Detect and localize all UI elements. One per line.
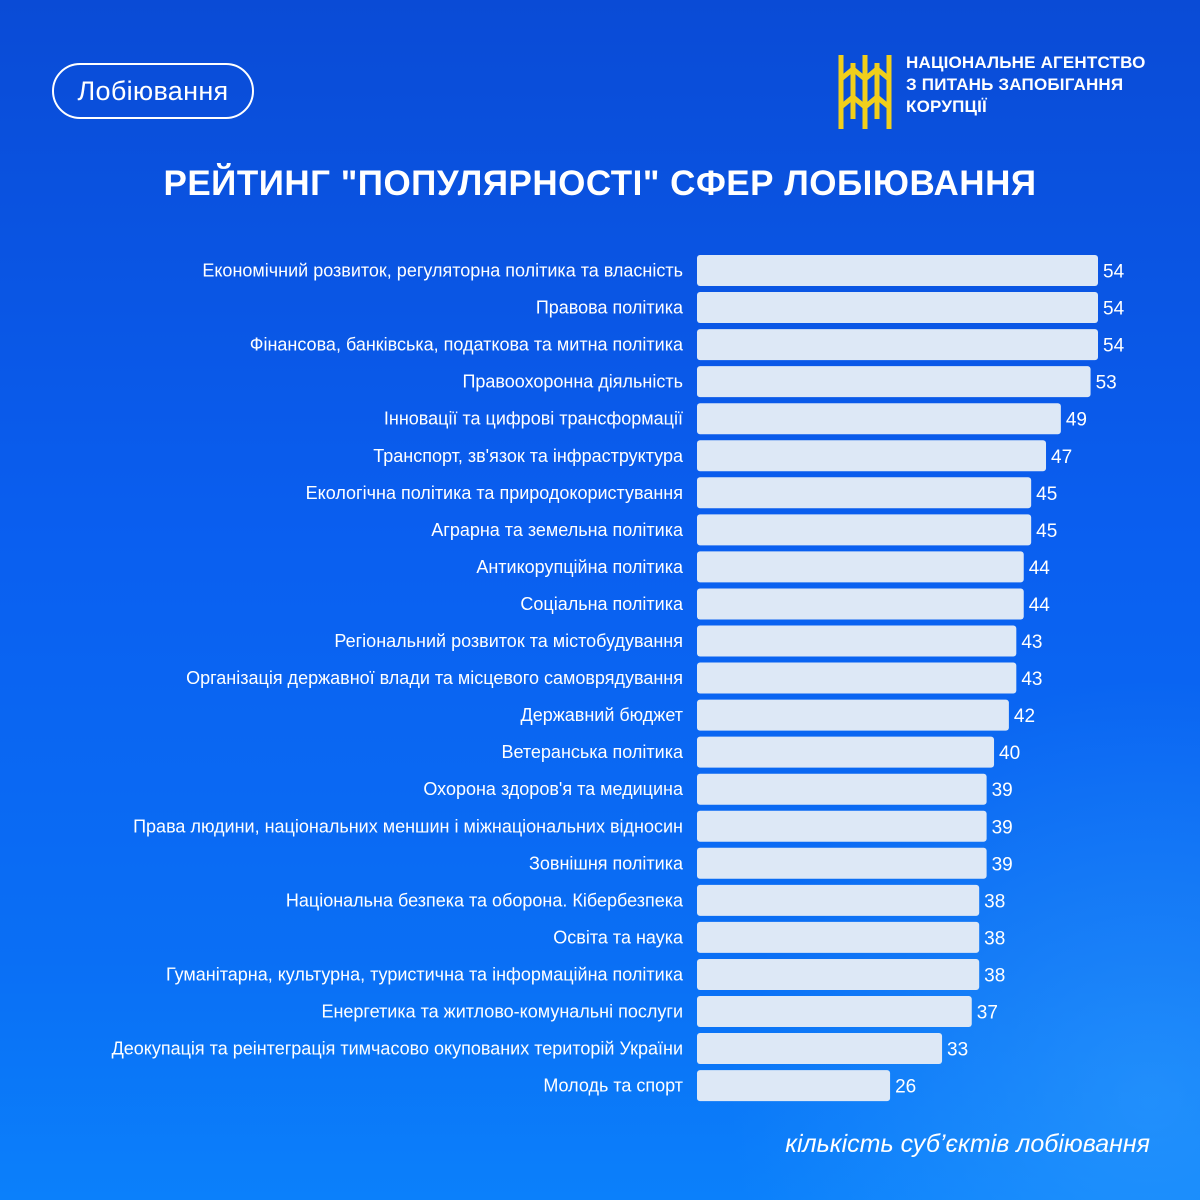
category-label: Антикорупційна політика — [476, 557, 684, 577]
value-label: 54 — [1103, 262, 1125, 283]
bar — [697, 440, 1047, 472]
category-label: Регіональний розвиток та містобудування — [334, 631, 683, 651]
category-label: Соціальна політика — [520, 594, 684, 614]
category-label: Державний бюджет — [521, 705, 684, 725]
category-label: Охорона здоров'я та медицина — [423, 779, 684, 799]
bar — [697, 329, 1098, 361]
nazk-emblem-icon — [838, 55, 892, 129]
category-label: Правова політика — [536, 298, 684, 318]
category-label: Гуманітарна, культурна, туристична та ін… — [166, 964, 684, 984]
value-label: 39 — [992, 817, 1013, 838]
value-label: 44 — [1029, 595, 1051, 616]
value-label: 40 — [999, 743, 1020, 764]
category-label: Екологічна політика та природокористуван… — [306, 483, 683, 503]
value-label: 43 — [1021, 632, 1042, 653]
bar — [697, 996, 972, 1027]
bar — [697, 1033, 943, 1065]
value-label: 43 — [1021, 669, 1042, 690]
value-label: 38 — [984, 965, 1005, 986]
organization-name-line: З ПИТАНЬ ЗАПОБІГАННЯ — [906, 75, 1124, 94]
emblem-zigzag — [839, 93, 891, 111]
bar — [697, 773, 987, 805]
category-label: Економічний розвиток, регуляторна політи… — [202, 261, 683, 281]
value-label: 47 — [1051, 447, 1072, 468]
value-label: 54 — [1103, 299, 1125, 320]
bar — [697, 588, 1024, 620]
value-label: 45 — [1036, 484, 1057, 505]
value-label: 38 — [984, 928, 1005, 949]
category-label: Зовнішня політика — [529, 853, 684, 873]
value-label: 45 — [1036, 521, 1057, 542]
organization-name: НАЦІОНАЛЬНЕ АГЕНТСТВО З ПИТАНЬ ЗАПОБІГАН… — [906, 52, 1186, 118]
value-label: 26 — [895, 1077, 916, 1098]
value-label: 37 — [977, 1003, 998, 1024]
value-label: 39 — [992, 854, 1013, 875]
category-label: Фінансова, банківська, податкова та митн… — [250, 335, 684, 355]
category-label: Національна безпека та оборона. Кібербез… — [286, 890, 684, 910]
value-label: 33 — [947, 1040, 968, 1061]
emblem-zigzag — [839, 65, 891, 83]
chart-title: РЕЙТИНГ "ПОПУЛЯРНОСТІ" СФЕР ЛОБІЮВАННЯ — [163, 164, 1037, 203]
value-label: 42 — [1014, 706, 1035, 727]
bar — [697, 662, 1017, 694]
organization-name-line: КОРУПЦІЇ — [906, 97, 987, 116]
value-label: 49 — [1066, 410, 1087, 431]
organization-name-line: НАЦІОНАЛЬНЕ АГЕНТСТВО — [906, 53, 1146, 72]
bar — [697, 958, 980, 990]
value-label: 54 — [1103, 336, 1125, 357]
category-label: Енергетика та житлово-комунальні послуги — [321, 1002, 683, 1022]
bar — [697, 810, 987, 842]
value-label: 39 — [992, 780, 1013, 801]
category-label: Молодь та спорт — [543, 1076, 683, 1096]
x-axis-label: кількість суб’єктів лобіювання — [785, 1130, 1150, 1158]
category-label: Правоохоронна діяльність — [462, 372, 683, 392]
bar — [697, 292, 1098, 324]
bar — [697, 884, 980, 916]
bar — [697, 551, 1024, 583]
bar — [697, 255, 1098, 286]
category-tag: Лобіювання — [52, 63, 254, 119]
bar — [697, 477, 1032, 509]
value-label: 44 — [1029, 558, 1051, 579]
bar — [697, 921, 980, 953]
category-label: Освіта та наука — [553, 927, 684, 947]
nazk-logo: НАЦІОНАЛЬНЕ АГЕНТСТВО З ПИТАНЬ ЗАПОБІГАН… — [836, 49, 1166, 133]
bar — [697, 514, 1032, 546]
category-label: Організація державної влади та місцевого… — [186, 668, 683, 688]
bar — [697, 847, 987, 879]
value-label: 38 — [984, 891, 1005, 912]
bar — [697, 366, 1091, 398]
category-label: Транспорт, зв'язок та інфраструктура — [373, 446, 684, 466]
bar — [697, 736, 995, 768]
category-label: Ветеранська політика — [501, 742, 684, 762]
bar — [697, 625, 1017, 657]
bar — [697, 699, 1009, 731]
category-label: Деокупація та реінтеграція тимчасово оку… — [112, 1039, 683, 1059]
bar — [697, 1070, 891, 1102]
bar — [697, 403, 1061, 435]
category-label: Інновації та цифрові трансформації — [384, 409, 683, 429]
category-label: Права людини, національних меншин і міжн… — [133, 816, 683, 836]
category-label: Аграрна та земельна політика — [431, 520, 684, 540]
value-label: 53 — [1096, 373, 1117, 394]
